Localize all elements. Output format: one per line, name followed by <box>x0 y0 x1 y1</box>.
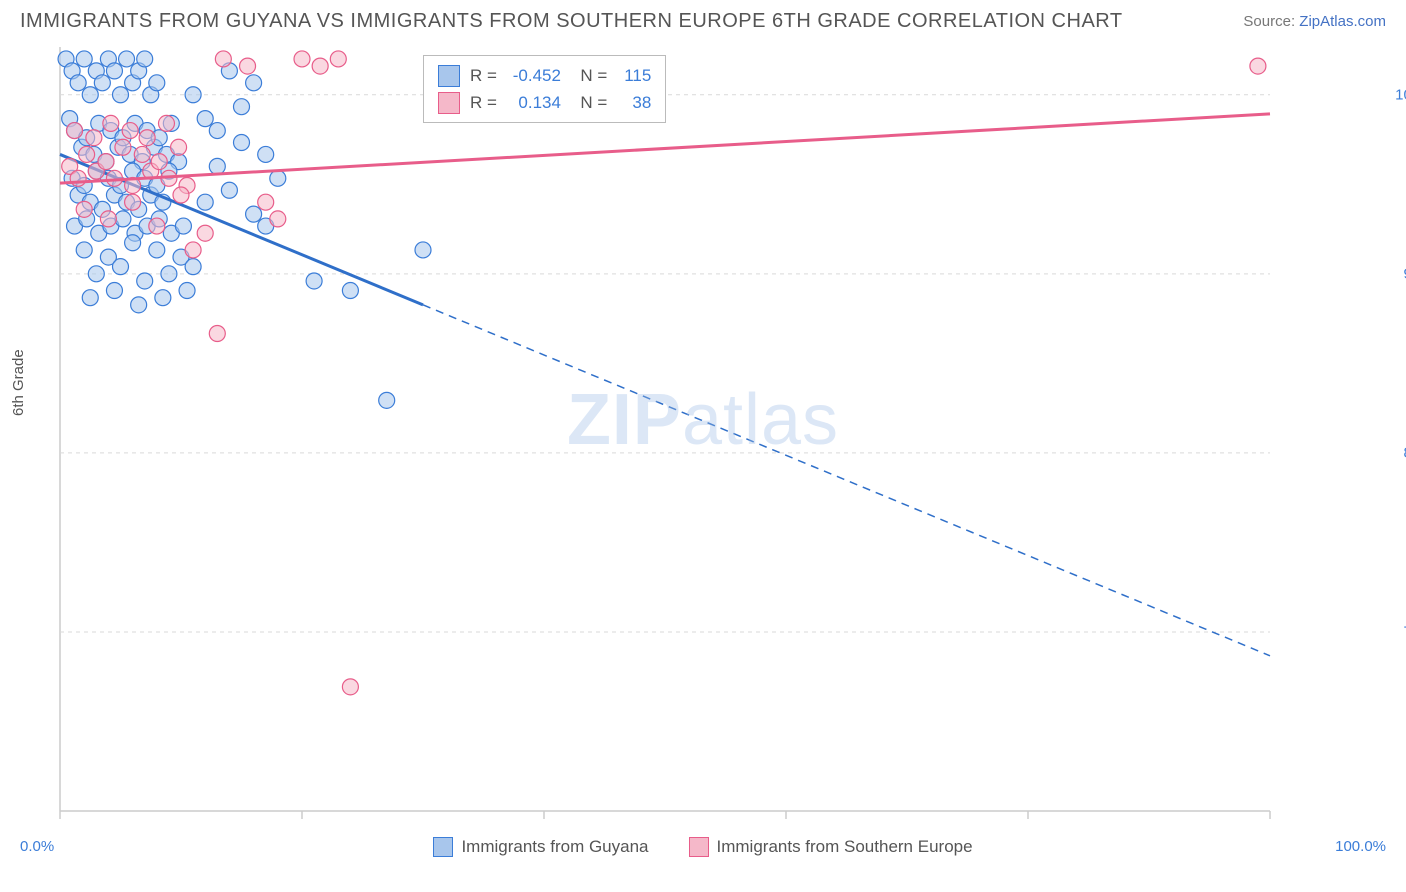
source-attribution: Source: ZipAtlas.com <box>1243 13 1386 30</box>
n-label: N = <box>571 62 607 89</box>
legend-item-seurope: Immigrants from Southern Europe <box>689 837 973 857</box>
chart-title: IMMIGRANTS FROM GUYANA VS IMMIGRANTS FRO… <box>20 10 1123 33</box>
source-prefix: Source: <box>1243 13 1299 30</box>
n-value: 38 <box>617 89 651 116</box>
x-axis-max-label: 100.0% <box>1335 838 1386 855</box>
r-value: 0.134 <box>507 89 561 116</box>
source-link[interactable]: ZipAtlas.com <box>1299 13 1386 30</box>
n-value: 115 <box>617 62 651 89</box>
r-value: -0.452 <box>507 62 561 89</box>
legend-swatch-icon <box>689 837 709 857</box>
x-axis-min-label: 0.0% <box>20 838 54 855</box>
legend-item-guyana: Immigrants from Guyana <box>433 837 648 857</box>
correlation-row-guyana: R = -0.452 N = 115 <box>438 62 651 89</box>
r-label: R = <box>470 62 497 89</box>
correlation-row-seurope: R = 0.134 N = 38 <box>438 89 651 116</box>
r-label: R = <box>470 89 497 116</box>
legend-label: Immigrants from Guyana <box>461 837 648 857</box>
y-tick-label: 100.0% <box>1395 86 1406 103</box>
n-label: N = <box>571 89 607 116</box>
legend-swatch-icon <box>438 92 460 114</box>
y-axis-label: 6th Grade <box>10 349 27 416</box>
series-legend: Immigrants from Guyana Immigrants from So… <box>0 837 1406 857</box>
legend-label: Immigrants from Southern Europe <box>717 837 973 857</box>
chart-area: 6th Grade ZIPatlas R = -0.452 N = 115R =… <box>20 41 1386 831</box>
chart-svg <box>20 41 1340 831</box>
legend-swatch-icon <box>433 837 453 857</box>
legend-swatch-icon <box>438 65 460 87</box>
correlation-legend: R = -0.452 N = 115R = 0.134 N = 38 <box>423 55 666 123</box>
